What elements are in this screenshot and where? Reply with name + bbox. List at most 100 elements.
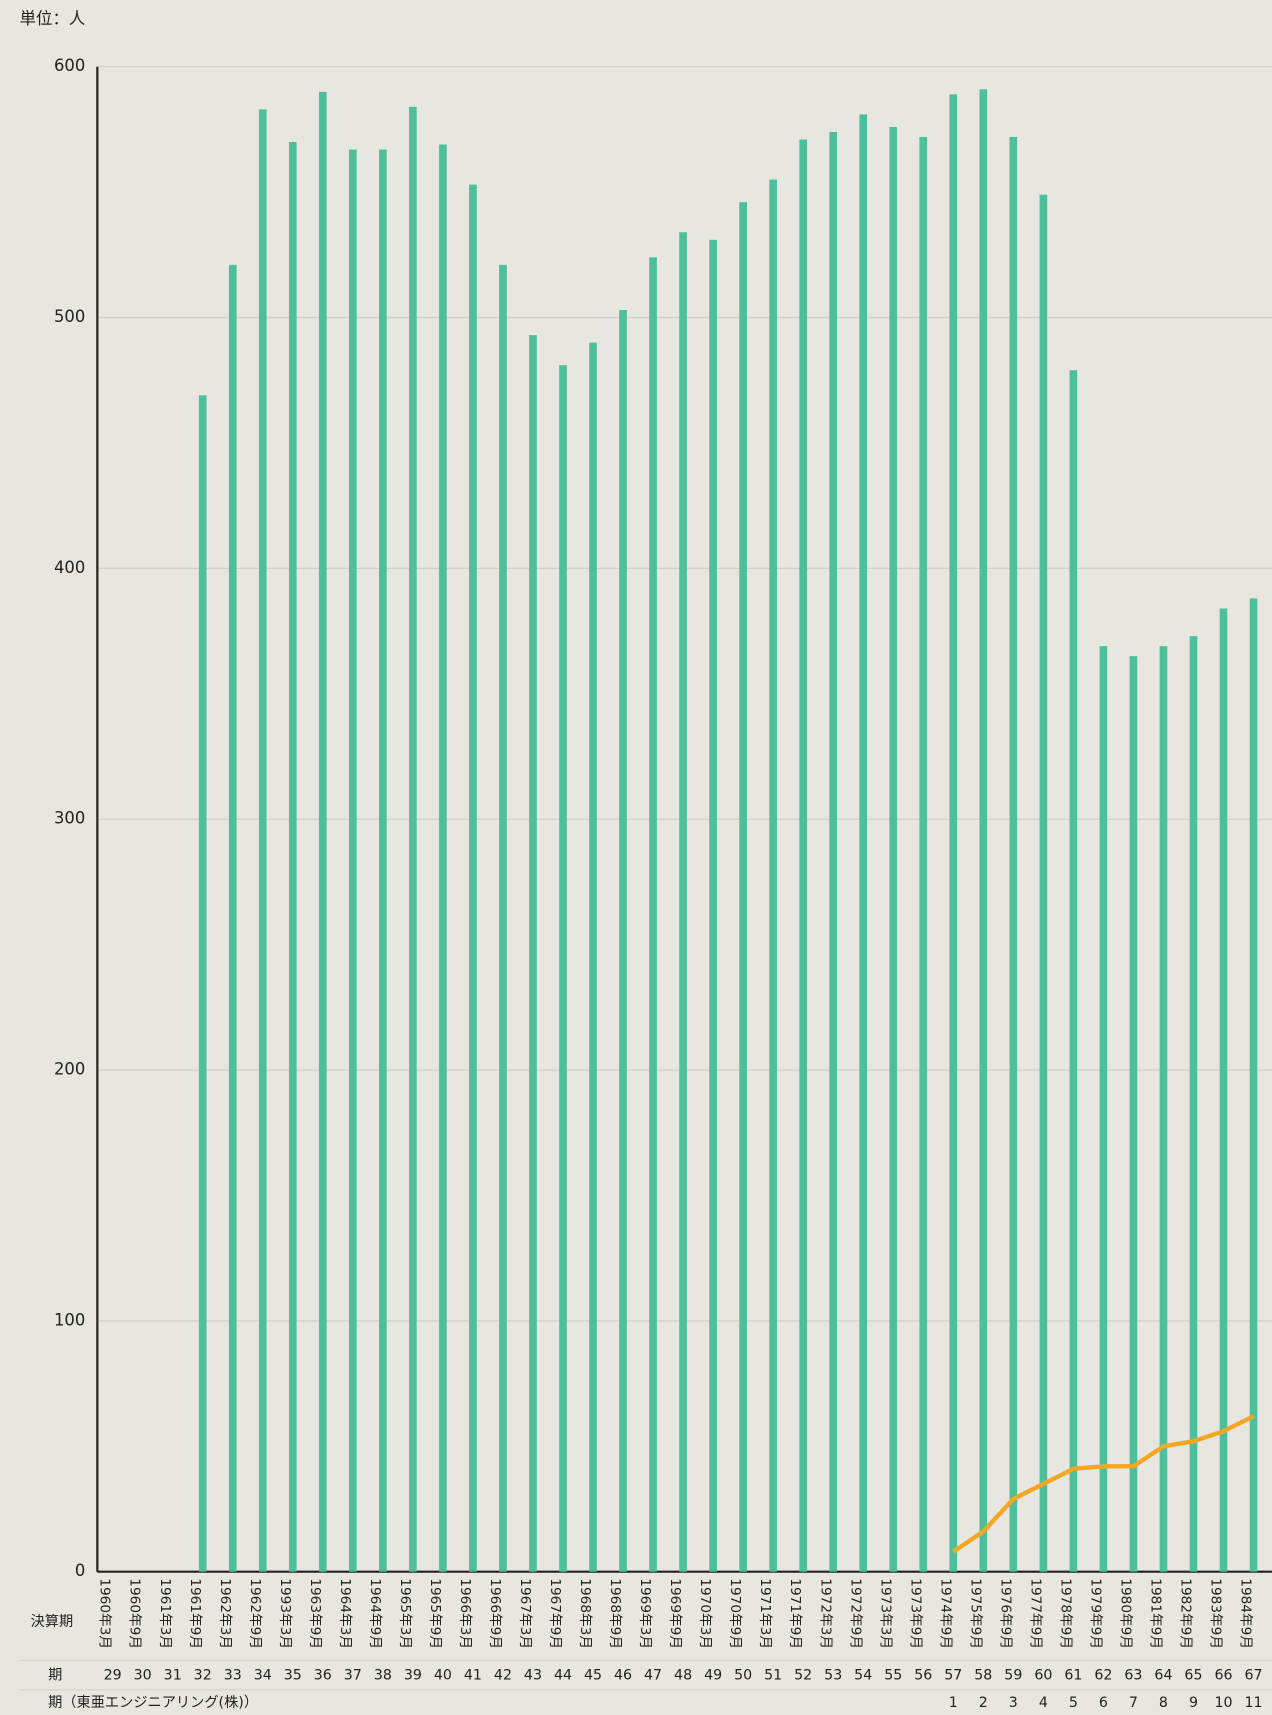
x-tick-label: 1961年3月 [157,1578,173,1649]
period-label: 45 [584,1668,602,1684]
unit-label: 単位：人 [20,9,86,28]
period-label: 38 [374,1668,392,1684]
bar [349,149,357,1572]
bar [739,202,747,1572]
x-tick-label: 1962年9月 [247,1578,263,1649]
bar [619,310,627,1572]
x-tick-label: 1970年9月 [727,1578,743,1649]
bar [709,239,717,1572]
period-label: 47 [644,1668,662,1684]
period-toa-label: 7 [1129,1695,1138,1711]
x-tick-label: 1968年3月 [577,1578,593,1649]
period-label: 49 [704,1668,722,1684]
period-label: 36 [314,1668,332,1684]
x-tick-label: 1982年9月 [1178,1578,1194,1649]
x-tick-label: 1966年3月 [457,1578,473,1649]
x-tick-label: 1968年9月 [607,1578,623,1649]
bar [258,109,267,1572]
row-label: 期 [48,1667,62,1684]
bar [409,106,417,1572]
period-toa-label: 1 [949,1695,958,1711]
bar [1189,636,1198,1572]
period-label: 35 [284,1668,302,1684]
y-tick-label: 200 [54,1060,85,1079]
y-tick-label: 0 [75,1561,85,1580]
bar [228,264,237,1572]
period-label: 44 [554,1668,572,1684]
period-label: 33 [224,1668,242,1684]
bar [379,149,387,1572]
bar [1129,656,1138,1572]
y-tick-label: 500 [54,307,85,326]
period-toa-label: 6 [1099,1695,1108,1711]
bar [198,395,207,1572]
x-tick-label: 1970年3月 [697,1578,713,1649]
period-toa-label: 10 [1214,1695,1232,1711]
bar [1249,598,1258,1572]
period-toa-label: 9 [1189,1695,1198,1711]
bar [439,144,447,1572]
x-tick-label: 1993年3月 [277,1578,293,1649]
x-tick-label: 1961年9月 [187,1578,203,1649]
x-tick-label: 1960年3月 [97,1578,113,1649]
period-label: 40 [434,1668,452,1684]
bar [1099,646,1108,1572]
x-tick-label: 1981年9月 [1148,1578,1164,1649]
x-tick-label: 1964年9月 [367,1578,383,1649]
bar [1219,608,1228,1572]
x-tick-label: 1969年9月 [667,1578,683,1649]
period-label: 43 [524,1668,542,1684]
x-tick-label: 1983年9月 [1208,1578,1224,1649]
y-tick-label: 600 [54,56,85,75]
period-label: 55 [884,1668,902,1684]
period-label: 41 [464,1668,482,1684]
row-label: 決算期 [31,1613,74,1630]
period-label: 67 [1244,1668,1262,1684]
x-tick-label: 1965年9月 [427,1578,443,1649]
x-tick-label: 1978年9月 [1057,1578,1073,1649]
bar [469,184,477,1572]
bar [829,131,838,1572]
period-label: 51 [764,1668,782,1684]
x-tick-label: 1975年9月 [967,1578,983,1649]
period-label: 56 [914,1668,932,1684]
period-label: 53 [824,1668,842,1684]
bar [799,139,808,1572]
period-toa-label: 4 [1039,1695,1048,1711]
bar [318,91,327,1572]
period-label: 48 [674,1668,692,1684]
period-toa-label: 3 [1009,1695,1018,1711]
x-tick-label: 1976年9月 [997,1578,1013,1649]
row-label: 期（東亜エンジニアリング(株)） [48,1694,258,1711]
x-tick-label: 1971年9月 [787,1578,803,1649]
period-label: 54 [854,1668,872,1684]
period-label: 66 [1214,1668,1232,1684]
period-label: 63 [1124,1668,1142,1684]
x-tick-label: 1972年3月 [817,1578,833,1649]
x-tick-label: 1969年3月 [637,1578,653,1649]
period-label: 30 [134,1668,152,1684]
bar [589,342,597,1572]
x-tick-label: 1974年9月 [937,1578,953,1649]
bar [1069,370,1078,1572]
bar [949,94,958,1572]
period-label: 31 [164,1668,182,1684]
x-tick-label: 1980年9月 [1117,1578,1133,1649]
bar [889,126,898,1572]
period-toa-label: 5 [1069,1695,1078,1711]
period-label: 42 [494,1668,512,1684]
x-tick-label: 1979年9月 [1087,1578,1103,1649]
period-label: 62 [1094,1668,1112,1684]
bar [499,264,507,1572]
period-label: 29 [104,1668,122,1684]
period-label: 39 [404,1668,422,1684]
y-tick-label: 100 [54,1310,85,1329]
x-tick-label: 1973年3月 [877,1578,893,1649]
bar [859,114,868,1572]
x-tick-label: 1984年9月 [1238,1578,1254,1649]
period-label: 32 [194,1668,212,1684]
bar [649,257,657,1572]
period-label: 60 [1034,1668,1052,1684]
line [952,1414,1255,1554]
bar [1039,194,1048,1572]
